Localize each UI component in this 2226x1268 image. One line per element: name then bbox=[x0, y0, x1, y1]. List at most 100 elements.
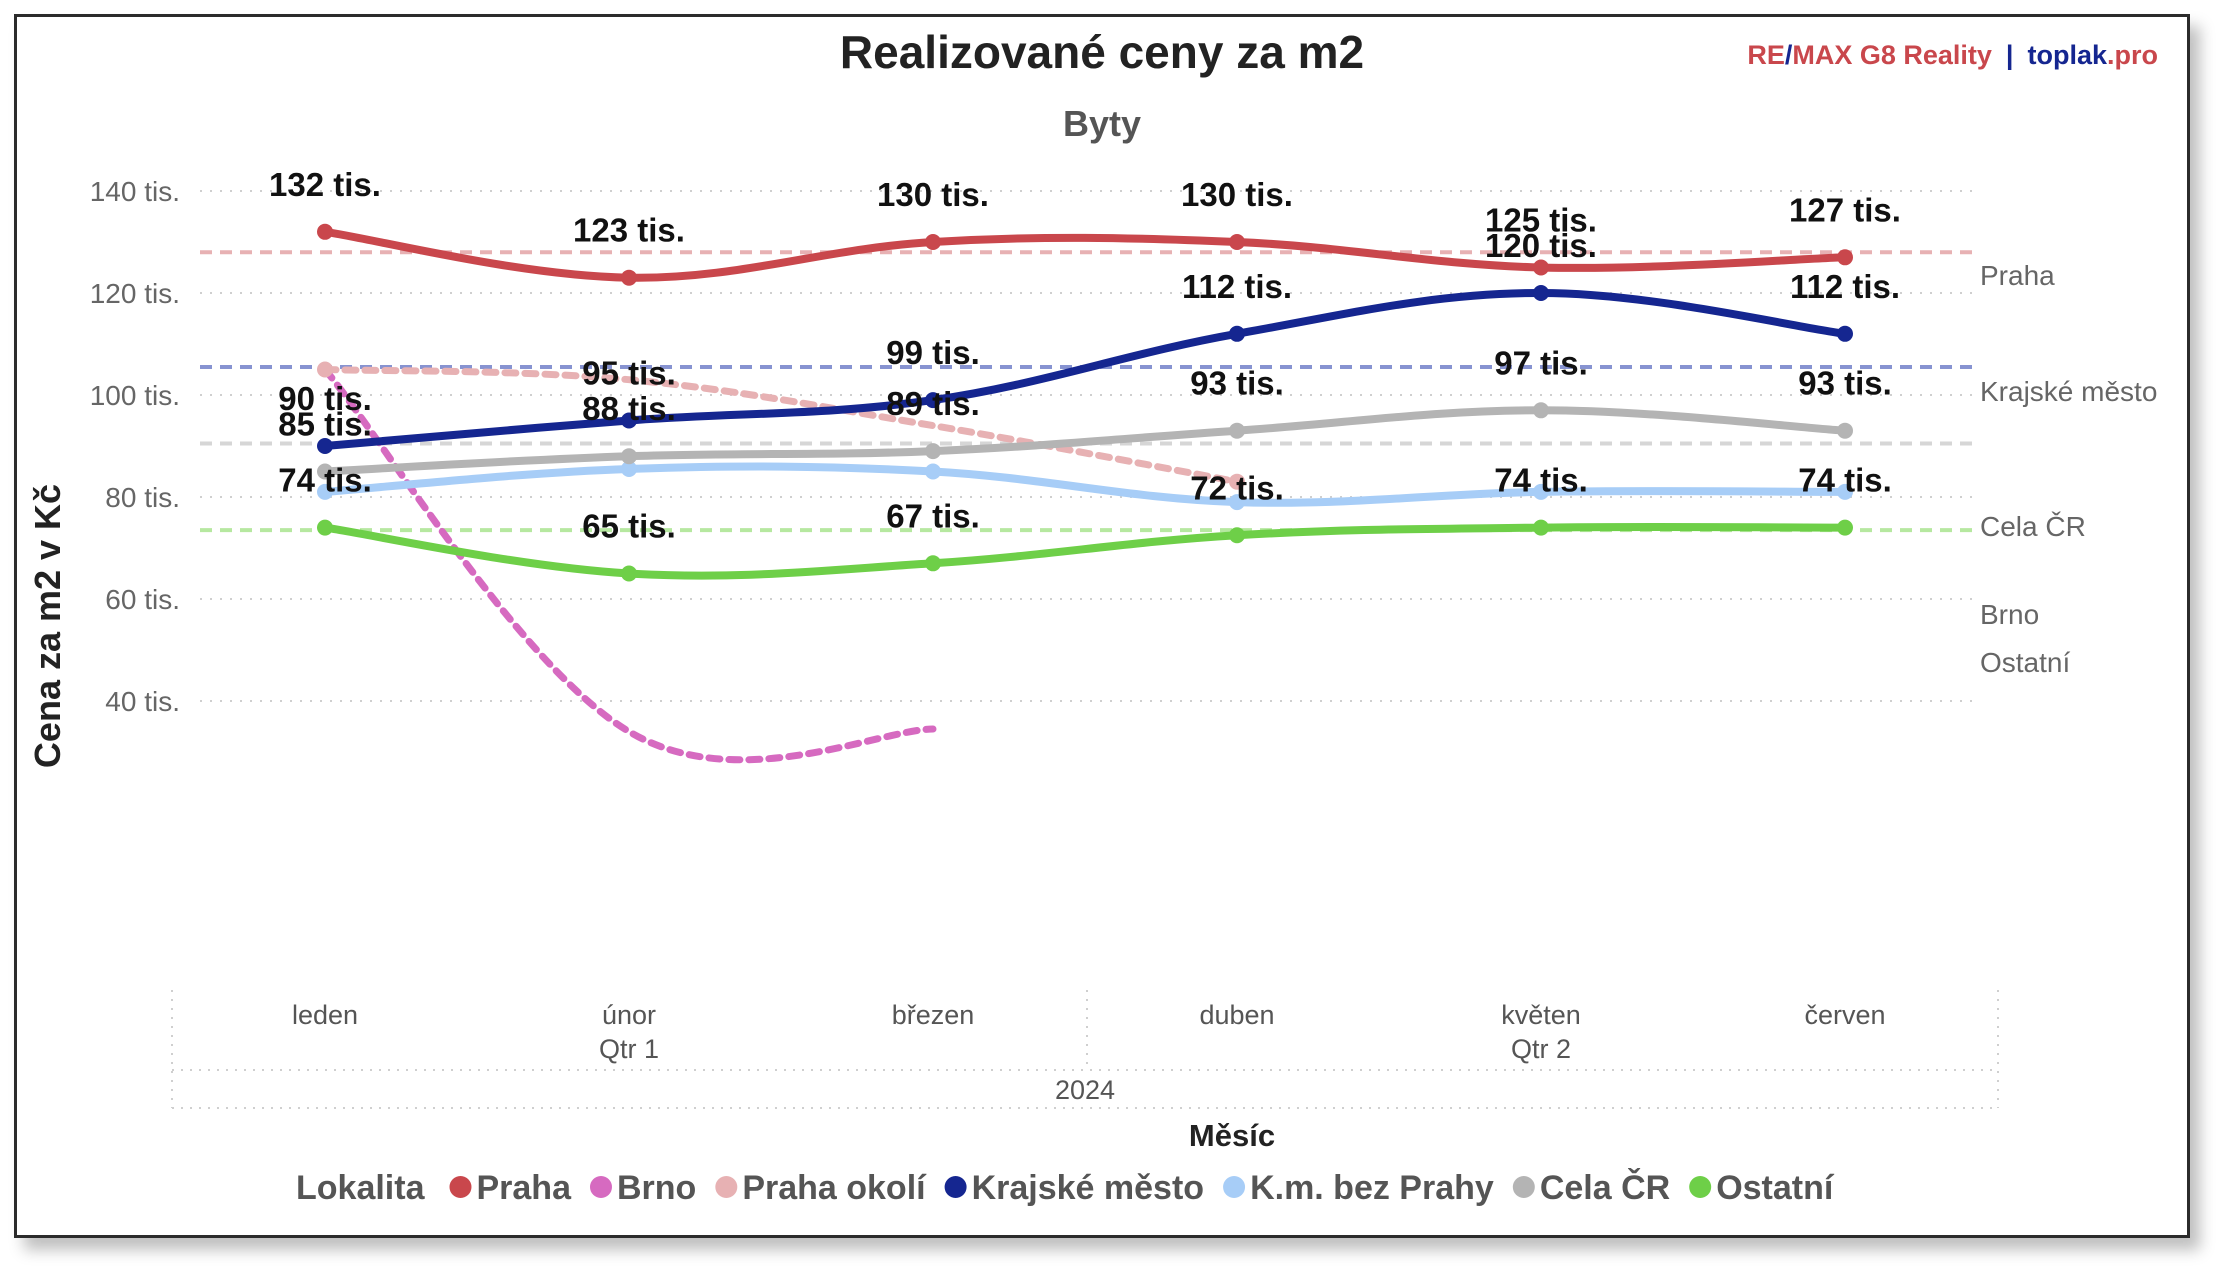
point-ostatni-brezen bbox=[925, 555, 941, 572]
data-label-krajske-mesto-leden: 90 tis. bbox=[278, 380, 372, 417]
point-cela-cr-cerven bbox=[1837, 422, 1853, 439]
data-label-ostatni-unor: 65 tis. bbox=[582, 508, 676, 545]
chart-frame bbox=[14, 14, 2190, 1238]
y-tick-label: 40 tis. bbox=[105, 686, 180, 717]
point-k-m-bez-prahy-brezen bbox=[925, 463, 941, 480]
point-praha-okoli-duben bbox=[1229, 473, 1245, 490]
data-label-ostatni-leden: 74 tis. bbox=[278, 462, 372, 499]
brand-re: RE bbox=[1747, 40, 1785, 70]
data-label-praha-duben: 130 tis. bbox=[1181, 176, 1293, 213]
data-label-krajske-mesto-brezen: 99 tis. bbox=[886, 334, 980, 371]
data-label-cela-cr-brezen: 89 tis. bbox=[886, 385, 980, 422]
legend-item-krajske-mesto: Krajské město bbox=[972, 1169, 1204, 1207]
legend-swatch-k-m-bez-prahy bbox=[1223, 1176, 1246, 1198]
point-cela-cr-unor bbox=[621, 448, 637, 465]
data-label-cela-cr-kveten: 97 tis. bbox=[1494, 344, 1588, 381]
series-lines bbox=[317, 223, 1853, 764]
point-krajske-mesto-kveten bbox=[1533, 285, 1549, 301]
point-k-m-bez-prahy-cerven bbox=[1837, 483, 1853, 500]
series-line-k-m-bez-prahy bbox=[321, 462, 1849, 507]
legend: Lokalita Praha Brno Praha okolí Krajské měs… bbox=[296, 1168, 1835, 1207]
point-cela-cr-leden bbox=[317, 463, 333, 480]
point-k-m-bez-prahy-leden bbox=[317, 483, 333, 500]
data-label-praha-kveten: 125 tis. bbox=[1485, 202, 1597, 239]
series-line-ostatni bbox=[321, 522, 1849, 580]
data-label-krajske-mesto-unor: 95 tis. bbox=[582, 355, 676, 392]
legend-swatch-praha bbox=[449, 1176, 472, 1198]
series-line-praha bbox=[321, 227, 1849, 282]
x-axis-title: Měsíc bbox=[1189, 1118, 1275, 1153]
point-cela-cr-duben bbox=[1229, 422, 1245, 439]
point-cela-cr-brezen bbox=[925, 443, 941, 460]
data-label-praha-unor: 123 tis. bbox=[573, 212, 685, 249]
data-label-cela-cr-leden: 85 tis. bbox=[278, 406, 372, 443]
legend-item-praha-okoli: Praha okolí bbox=[742, 1169, 927, 1207]
brand-line: RE/MAX G8 Reality | toplak.pro bbox=[1747, 40, 2158, 70]
data-label-krajske-mesto-cerven: 112 tis. bbox=[1790, 268, 1900, 305]
y-tick-label: 140 tis. bbox=[90, 176, 180, 207]
ref-label-brno: Brno bbox=[1980, 599, 2039, 630]
brand-slash: / bbox=[1785, 40, 1793, 70]
year-label: 2024 bbox=[1055, 1075, 1115, 1105]
y-tick-label: 120 tis. bbox=[90, 278, 180, 309]
data-labels: 132 tis. 123 tis. 130 tis. 130 tis. 125 tis.… bbox=[269, 166, 1901, 545]
data-label-cela-cr-duben: 93 tis. bbox=[1190, 365, 1284, 402]
point-ostatni-unor bbox=[621, 565, 637, 582]
data-label-ostatni-cerven: 74 tis. bbox=[1798, 462, 1892, 499]
point-k-m-bez-prahy-unor bbox=[621, 460, 637, 477]
point-praha-brezen bbox=[925, 234, 941, 250]
chart-title: Realizované ceny za m2 bbox=[840, 26, 1364, 78]
x-tick-unor: únor bbox=[602, 1000, 656, 1030]
data-label-ostatni-duben: 72 tis. bbox=[1190, 469, 1284, 506]
y-tick-label: 100 tis. bbox=[90, 380, 180, 411]
quarter-label-qtr-1: Qtr 1 bbox=[599, 1034, 659, 1064]
legend-item-brno: Brno bbox=[617, 1169, 696, 1207]
legend-swatch-ostatni bbox=[1689, 1176, 1712, 1198]
chart-subtitle: Byty bbox=[1063, 103, 1141, 144]
data-label-ostatni-kveten: 74 tis. bbox=[1494, 462, 1588, 499]
point-krajske-mesto-leden bbox=[317, 438, 333, 454]
legend-title: Lokalita bbox=[296, 1169, 426, 1207]
series-line-praha-okoli bbox=[321, 366, 1241, 486]
point-ostatni-kveten bbox=[1533, 519, 1549, 536]
x-tick-brezen: březen bbox=[892, 1000, 975, 1030]
axes: 40 tis. 60 tis. 80 tis. 100 tis. 120 tis. 140… bbox=[90, 176, 1999, 1109]
legend-swatch-praha-okoli bbox=[715, 1176, 738, 1198]
legend-item-praha: Praha bbox=[476, 1169, 572, 1207]
data-label-praha-leden: 132 tis. bbox=[269, 166, 381, 203]
y-tick-label: 60 tis. bbox=[105, 584, 180, 615]
brand-remax-g8: MAX G8 Reality bbox=[1792, 40, 1992, 70]
data-label-praha-brezen: 130 tis. bbox=[877, 176, 989, 213]
data-label-praha-cerven: 127 tis. bbox=[1789, 191, 1901, 228]
point-praha-unor bbox=[621, 269, 637, 286]
brand-separator: | bbox=[2006, 40, 2014, 70]
series-line-cela-cr bbox=[321, 406, 1849, 476]
brand-toplak: toplak bbox=[2027, 40, 2107, 70]
ref-label-ostatni: Ostatní bbox=[1980, 647, 2070, 678]
point-praha-duben bbox=[1229, 234, 1245, 250]
legend-item-k-m-bez-prahy: K.m. bez Prahy bbox=[1250, 1169, 1494, 1207]
point-krajske-mesto-cerven bbox=[1837, 325, 1853, 342]
point-cela-cr-kveten bbox=[1533, 402, 1549, 419]
point-krajske-mesto-duben bbox=[1229, 325, 1245, 342]
ref-label-praha: Praha bbox=[1980, 260, 2055, 291]
point-krajske-mesto-brezen bbox=[925, 392, 941, 409]
legend-swatch-cela-cr bbox=[1512, 1176, 1535, 1198]
legend-item-cela-cr: Cela ČR bbox=[1540, 1168, 1670, 1207]
data-label-cela-cr-cerven: 93 tis. bbox=[1798, 365, 1892, 402]
legend-item-ostatni: Ostatní bbox=[1716, 1169, 1835, 1207]
point-praha-leden bbox=[317, 223, 333, 240]
data-label-cela-cr-unor: 88 tis. bbox=[582, 390, 676, 427]
data-label-ostatni-brezen: 67 tis. bbox=[886, 497, 980, 534]
point-praha-cerven bbox=[1837, 249, 1853, 266]
x-tick-leden: leden bbox=[292, 1000, 358, 1030]
point-ostatni-duben bbox=[1229, 527, 1245, 544]
x-tick-kveten: květen bbox=[1501, 1000, 1581, 1030]
point-praha-kveten bbox=[1533, 259, 1549, 276]
legend-swatch-brno bbox=[589, 1176, 612, 1198]
point-k-m-bez-prahy-kveten bbox=[1533, 483, 1549, 500]
series-line-krajske-mesto bbox=[321, 288, 1849, 450]
x-tick-cerven: červen bbox=[1804, 1000, 1885, 1030]
data-label-krajske-mesto-duben: 112 tis. bbox=[1182, 268, 1292, 305]
point-ostatni-leden bbox=[317, 519, 333, 536]
